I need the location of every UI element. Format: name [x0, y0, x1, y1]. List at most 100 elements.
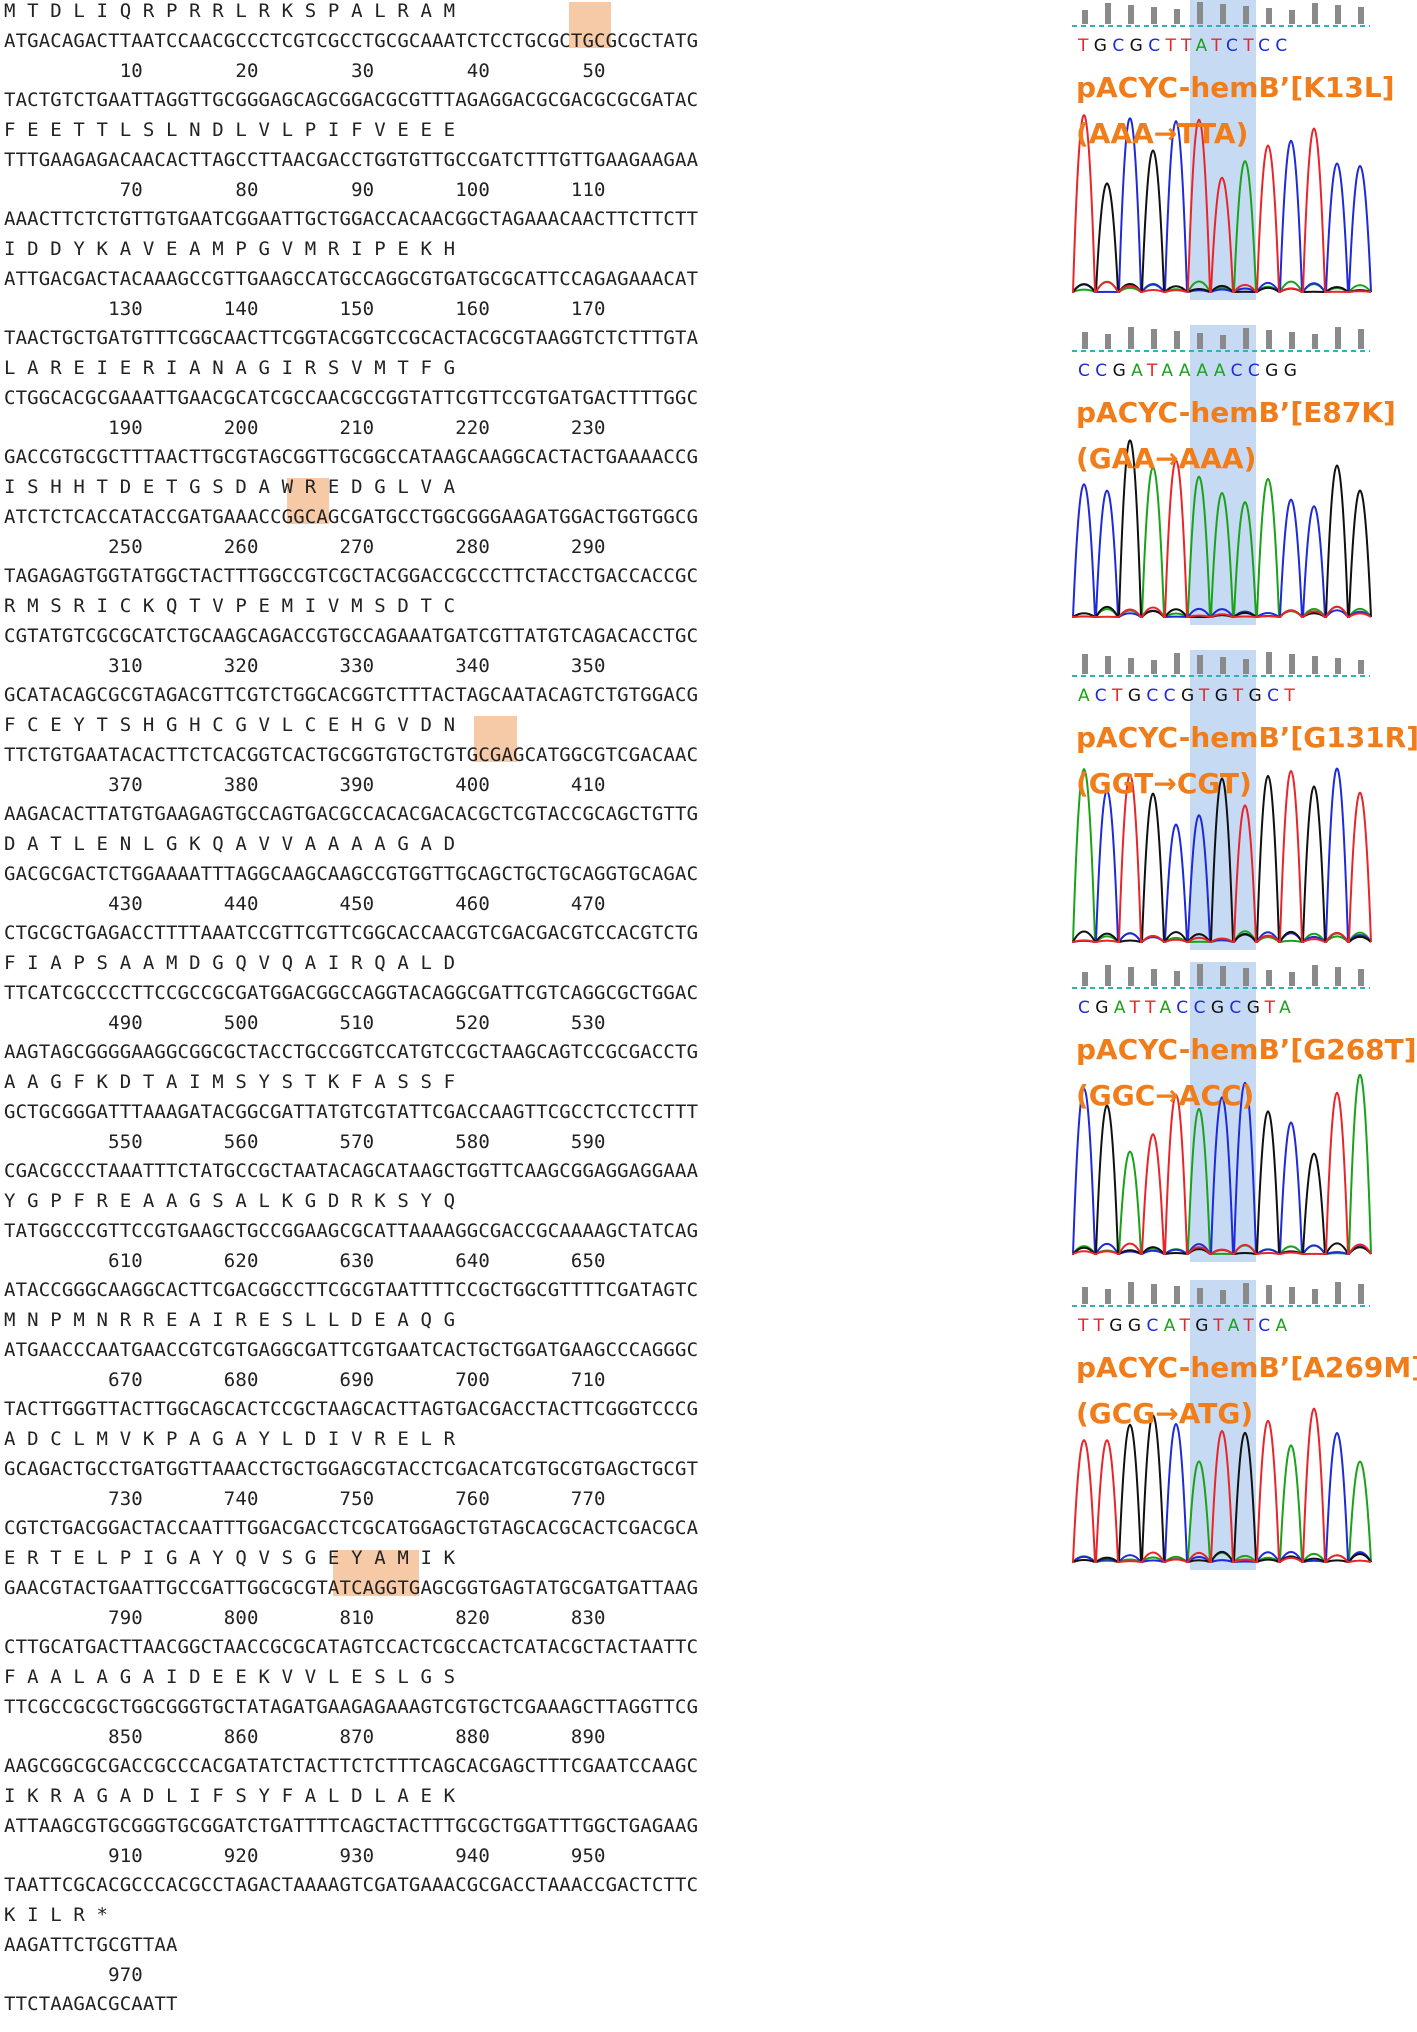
- quality-bar: [1151, 329, 1157, 349]
- base-calls: CGATTACCGCGTA: [1078, 998, 1297, 1018]
- quality-bar: [1105, 965, 1111, 986]
- template-strand-line: TAATTCGCACGCCCACGCCTAGACTAAAAGTCGATGAAAC…: [4, 1874, 699, 1897]
- mutation-shade: [1190, 1280, 1256, 1570]
- quality-bar: [1289, 10, 1295, 24]
- quality-bar: [1151, 660, 1157, 674]
- chromatogram-5: TTGGCATGTATCA pACYC-hemB’[A269M] (GCG→ATG): [1070, 1280, 1417, 1570]
- quality-bar: [1174, 9, 1180, 24]
- trace-C: [1072, 117, 1372, 293]
- quality-bar: [1335, 1282, 1341, 1304]
- quality-bar: [1151, 1284, 1157, 1304]
- coding-strand-line: TTCTGTGAATACACTTCTCACGGTCACTGCGGTGTGCTGT…: [4, 743, 699, 766]
- quality-bar: [1266, 970, 1272, 986]
- coding-strand-line: TTTGAAGAGACAACACTTAGCCTTAACGACCTGGTGTTGC…: [4, 148, 699, 171]
- quality-bar: [1312, 3, 1318, 24]
- position-ruler: 70 80 90 100 110: [4, 178, 606, 201]
- position-ruler: 190 200 210 220 230: [4, 416, 606, 439]
- quality-bar: [1335, 658, 1341, 674]
- position-ruler: 310 320 330 340 350: [4, 654, 606, 677]
- template-strand-line: CGTCTGACGGACTACCAATTTGGACGACCTCGCATGGAGC…: [4, 1517, 699, 1540]
- chromatogram-2: CCGATAAAACCGG pACYC-hemB’[E87K] (GAA→AAA): [1070, 325, 1410, 625]
- quality-bar: [1082, 972, 1088, 986]
- quality-bar: [1220, 966, 1226, 986]
- template-strand-line: AAGTAGCGGGGAAGGCGGCGCTACCTGCCGGTCCATGTCC…: [4, 1041, 699, 1064]
- position-ruler: 670 680 690 700 710: [4, 1368, 606, 1391]
- coding-strand-line: ATGACAGACTTAATCCAACGCCCTCGTCGCCTGCGCAAAT…: [4, 29, 699, 52]
- trace-T: [1072, 1408, 1372, 1563]
- template-strand-line: TAACTGCTGATGTTTCGGCAACTTCGGTACGGTCCGCACT…: [4, 327, 699, 350]
- coding-strand-line: GCAGACTGCCTGATGGTTAAACCTGCTGGAGCGTACCTCG…: [4, 1457, 699, 1480]
- amino-acid-line: D A T L E N L G K Q A V V A A A A G A D: [4, 833, 456, 855]
- mutation-highlight-k13: [569, 2, 611, 48]
- quality-bar: [1266, 8, 1272, 24]
- mutant-name-label: pACYC-hemB’[K13L]: [1076, 71, 1395, 104]
- template-strand-line: TACTTGGGTTACTTGGCAGCACTCCGCTAAGCACTTAGTG…: [4, 1398, 699, 1421]
- chromatogram-panel: TGCGCTTATCTCC pACYC-hemB’[K13L] (AAA→TTA) C…: [1070, 0, 1417, 2032]
- base-calls: TGCGCTTATCTCC: [1078, 36, 1293, 56]
- quality-bar: [1105, 3, 1111, 24]
- quality-bar: [1174, 653, 1180, 674]
- template-strand-line: GACCGTGCGCTTTAACTTGCGTAGCGGTTGCGGCCATAAG…: [4, 446, 699, 469]
- template-strand-line: CTGCGCTGAGACCTTTTAAATCCGTTCGTTCGGCACCAAC…: [4, 922, 699, 945]
- base-calls: CCGATAAAACCGG: [1078, 361, 1303, 381]
- quality-bar: [1128, 967, 1134, 986]
- amino-acid-line: F C E Y T S H G H C G V L C E H G V D N: [4, 714, 456, 736]
- template-strand-line: AAACTTCTCTGTTGTGAATCGGAATTGCTGGACCACAACG…: [4, 208, 699, 231]
- amino-acid-line: L A R E I E R I A N A G I R S V M T F G: [4, 357, 456, 379]
- amino-acid-line: F E E T T L S L N D L V L P I F V E E E: [4, 119, 456, 141]
- quality-bar: [1197, 333, 1203, 349]
- quality-bar: [1266, 1285, 1272, 1304]
- chromatogram-trace: [1072, 0, 1372, 300]
- quality-bar: [1174, 1286, 1180, 1304]
- chromatogram-3: ACTGCCGTGTGCT pACYC-hemB’[G131R] (GGT→CGT): [1070, 650, 1417, 950]
- trace-T: [1072, 459, 1372, 618]
- amino-acid-line: F A A L A G A I D E E K V V L E S L G S: [4, 1666, 456, 1688]
- quality-bar: [1082, 10, 1088, 24]
- quality-bar: [1243, 6, 1249, 24]
- chromatogram-trace: [1072, 1280, 1372, 1570]
- amino-acid-line: M T D L I Q R P R R L R K S P A L R A M: [4, 0, 456, 22]
- mutation-highlight-g131: [474, 716, 517, 762]
- quality-bar: [1289, 1287, 1295, 1304]
- coding-strand-line: TTCGCCGCGCTGGCGGGTGCTATAGATGAAGAGAAAGTCG…: [4, 1695, 699, 1718]
- quality-bar: [1335, 967, 1341, 986]
- coding-strand-line: AAGATTCTGCGTTAA: [4, 1933, 178, 1956]
- coding-strand-line: GAACGTACTGAATTGCCGATTGGCGCGTATCAGGTGAGCG…: [4, 1576, 699, 1599]
- quality-bar: [1358, 969, 1364, 986]
- quality-bar: [1358, 329, 1364, 349]
- quality-bar: [1243, 1283, 1249, 1304]
- position-ruler: 850 860 870 880 890: [4, 1725, 606, 1748]
- quality-bar: [1220, 1290, 1226, 1304]
- quality-bar: [1197, 1288, 1203, 1304]
- quality-bar: [1312, 656, 1318, 674]
- quality-bar: [1220, 4, 1226, 24]
- quality-bar: [1243, 968, 1249, 986]
- template-strand-line: GCATACAGCGCGTAGACGTTCGTCTGGCACGGTCTTTACT…: [4, 684, 699, 707]
- quality-bar: [1312, 965, 1318, 986]
- coding-strand-line: CTGGCACGCGAAATTGAACGCATCGCCAACGCCGGTATTC…: [4, 386, 699, 409]
- quality-bar: [1197, 655, 1203, 674]
- trace-T: [1072, 1092, 1372, 1255]
- coding-strand-line: ATCTCTCACCATACCGATGAAACCGGCAGCGATGCCTGGC…: [4, 505, 699, 528]
- amino-acid-line: A A G F K D T A I M S Y S T K F A S S F: [4, 1071, 456, 1093]
- amino-acid-line: I S H H T D E T G S D A W R E D G L V A: [4, 476, 456, 498]
- trace-T: [1072, 769, 1372, 943]
- codon-change-label: (GCG→ATG): [1076, 1397, 1254, 1430]
- position-ruler: 370 380 390 400 410: [4, 773, 606, 796]
- base-calls: ACTGCCGTGTGCT: [1078, 686, 1301, 706]
- quality-bar: [1151, 7, 1157, 24]
- quality-bar: [1266, 330, 1272, 349]
- amino-acid-line: K I L R *: [4, 1904, 109, 1926]
- coding-strand-line: ATGAACCCAATGAACCGTCGTGAGGCGATTCGTGAATCAC…: [4, 1338, 699, 1361]
- position-ruler: 970: [4, 1963, 143, 1986]
- amino-acid-line: R M S R I C K Q T V P E M I V M S D T C: [4, 595, 456, 617]
- quality-bar: [1174, 331, 1180, 349]
- position-ruler: 790 800 810 820 830: [4, 1606, 606, 1629]
- codon-change-label: (GGC→ACC): [1076, 1079, 1255, 1112]
- codon-change-label: (AAA→TTA): [1076, 117, 1249, 150]
- chromatogram-trace: [1072, 650, 1372, 950]
- quality-bar: [1174, 971, 1180, 986]
- coding-strand-line: GCTGCGGGATTTAAAGATACGGCGATTATGTCGTATTCGA…: [4, 1100, 699, 1123]
- quality-bar: [1358, 7, 1364, 24]
- quality-bar: [1312, 1289, 1318, 1304]
